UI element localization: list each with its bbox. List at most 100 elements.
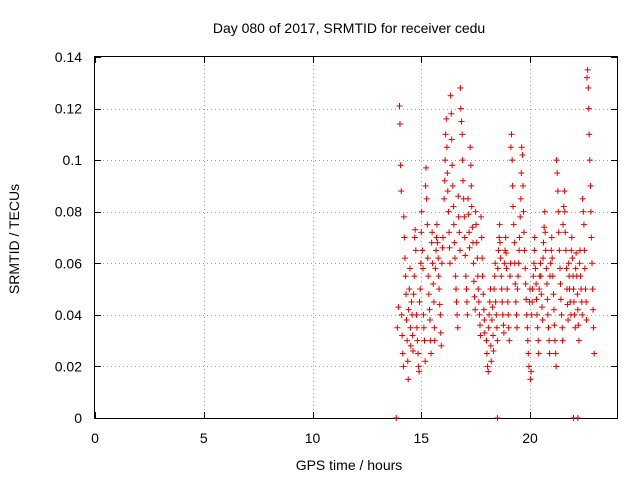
data-point xyxy=(519,151,526,158)
data-point xyxy=(498,273,505,280)
data-point xyxy=(490,347,497,354)
data-point xyxy=(422,358,429,365)
data-point xyxy=(591,350,598,357)
data-point xyxy=(525,363,532,370)
data-point xyxy=(485,368,492,375)
data-point xyxy=(538,291,545,298)
data-point xyxy=(505,311,512,318)
data-point xyxy=(443,144,450,151)
data-point xyxy=(425,273,432,280)
data-point xyxy=(506,273,513,280)
data-point xyxy=(461,234,468,241)
data-point xyxy=(470,260,477,267)
data-point xyxy=(510,203,517,210)
data-point xyxy=(524,324,531,331)
y-axis-label: SRMTID / TECUs xyxy=(6,184,22,294)
data-point xyxy=(590,324,597,331)
data-point xyxy=(432,265,439,272)
data-point xyxy=(580,221,587,228)
data-point xyxy=(431,337,438,344)
data-point xyxy=(559,324,566,331)
data-point xyxy=(457,105,464,112)
data-point xyxy=(561,208,568,215)
data-point xyxy=(533,280,540,287)
data-point xyxy=(520,182,527,189)
data-point xyxy=(417,286,424,293)
data-point xyxy=(462,252,469,259)
data-point xyxy=(527,376,534,383)
data-point xyxy=(412,247,419,254)
data-point xyxy=(532,265,539,272)
data-point xyxy=(503,265,510,272)
data-point xyxy=(401,234,408,241)
data-point xyxy=(574,306,581,313)
data-point xyxy=(511,239,518,246)
data-point xyxy=(481,317,488,324)
data-point xyxy=(479,255,486,262)
data-point xyxy=(504,298,511,305)
data-point xyxy=(464,311,471,318)
data-point xyxy=(560,203,567,210)
data-point xyxy=(560,221,567,228)
data-point xyxy=(494,337,501,344)
data-point xyxy=(574,415,581,421)
data-point xyxy=(465,211,472,218)
data-point xyxy=(468,203,475,210)
data-point xyxy=(557,296,564,303)
data-point xyxy=(510,221,517,228)
data-point xyxy=(500,322,507,329)
data-point xyxy=(488,358,495,365)
data-point xyxy=(523,296,530,303)
data-point xyxy=(397,162,404,169)
data-point xyxy=(533,296,540,303)
data-point xyxy=(583,317,590,324)
data-point xyxy=(413,324,420,331)
data-point xyxy=(501,260,508,267)
data-point xyxy=(442,131,449,138)
data-point xyxy=(405,306,412,313)
data-point xyxy=(517,213,524,220)
data-point xyxy=(438,260,445,267)
data-point xyxy=(466,229,473,236)
data-point xyxy=(568,247,575,254)
data-point xyxy=(424,255,431,262)
data-point xyxy=(505,324,512,331)
data-point xyxy=(576,260,583,267)
data-point xyxy=(415,363,422,370)
data-point xyxy=(440,234,446,241)
data-point xyxy=(546,350,553,357)
data-point xyxy=(417,260,424,267)
data-point xyxy=(542,247,549,254)
data-point xyxy=(467,162,474,169)
data-point xyxy=(524,337,531,344)
x-tick-label: 5 xyxy=(200,430,208,446)
chart-title: Day 080 of 2017, SRMTID for receiver ced… xyxy=(213,20,485,36)
data-point xyxy=(522,265,529,272)
data-point xyxy=(433,221,440,228)
y-tick-label: 0.02 xyxy=(55,358,82,374)
data-point xyxy=(473,239,480,246)
data-point xyxy=(446,260,453,267)
data-point xyxy=(491,273,498,280)
data-point xyxy=(405,376,412,383)
data-point xyxy=(549,255,556,262)
data-point xyxy=(533,311,540,318)
data-point xyxy=(450,203,457,210)
data-point xyxy=(530,273,537,280)
data-point xyxy=(586,131,593,138)
data-point xyxy=(512,298,519,305)
data-point xyxy=(423,164,430,171)
data-point xyxy=(421,337,428,344)
data-point xyxy=(502,234,509,241)
data-point xyxy=(431,324,438,331)
data-point xyxy=(495,247,502,254)
data-point xyxy=(590,306,597,313)
data-point xyxy=(517,195,524,202)
data-point xyxy=(587,208,594,215)
data-point xyxy=(563,265,570,272)
data-point xyxy=(520,229,527,236)
data-point xyxy=(522,280,529,287)
data-point xyxy=(541,208,548,215)
data-point xyxy=(514,286,521,293)
data-point xyxy=(447,92,454,99)
